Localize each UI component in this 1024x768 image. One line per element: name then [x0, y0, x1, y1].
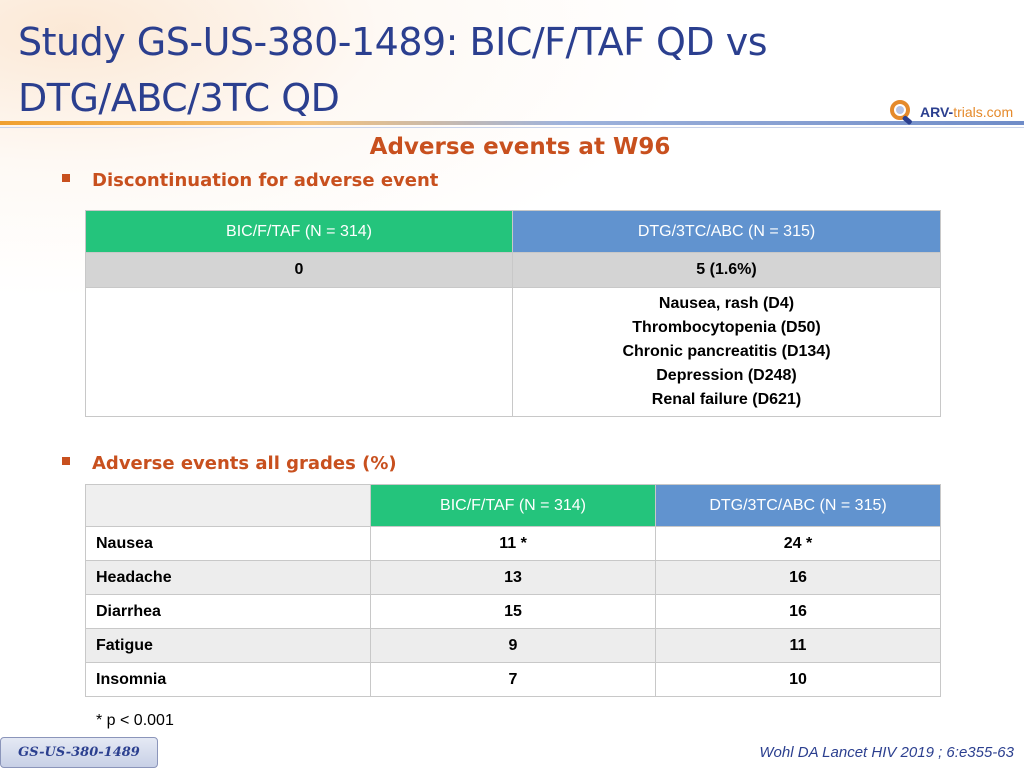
bullet-adverse-events-label: Adverse events all grades (%): [92, 453, 397, 474]
event-item: Chronic pancreatitis (D134): [622, 343, 831, 360]
event-item: Renal failure (D621): [651, 391, 802, 408]
title-line-1: Study GS-US-380-1489: BIC/F/TAF QD vs: [18, 20, 768, 64]
logo-text-part3: .com: [982, 104, 1014, 120]
row-value-bic: 15: [370, 594, 656, 629]
header-divider-thin: [0, 127, 1024, 128]
magnifier-logo-icon: [890, 100, 912, 125]
table-row: Fatigue 9 11: [85, 628, 941, 663]
table2-header-dtg: DTG/3TC/ABC (N = 315): [655, 484, 941, 527]
row-value-bic: 13: [370, 560, 656, 595]
table-row: Headache 13 16: [85, 560, 941, 595]
event-item: Depression (D248): [656, 367, 797, 384]
discontinuation-table: BIC/F/TAF (N = 314) DTG/3TC/ABC (N = 315…: [85, 210, 941, 417]
logo-text: ARV-trials.com: [920, 104, 1013, 120]
table1-events-dtg: Nausea, rash (D4) Thrombocytopenia (D50)…: [512, 287, 941, 417]
footnote: * p < 0.001: [96, 712, 174, 729]
reference-citation: Wohl DA Lancet HIV 2019 ; 6:e355-63: [759, 744, 1014, 761]
table1-count-dtg: 5 (1.6%): [512, 252, 941, 288]
adverse-events-table: BIC/F/TAF (N = 314) DTG/3TC/ABC (N = 315…: [85, 484, 941, 697]
table1-count-bic: 0: [85, 252, 513, 288]
row-label: Fatigue: [85, 628, 371, 663]
row-label: Headache: [85, 560, 371, 595]
logo-text-part1: ARV-: [920, 104, 954, 120]
bullet-discontinuation: Discontinuation for adverse event: [62, 170, 438, 191]
table1-header-dtg: DTG/3TC/ABC (N = 315): [512, 210, 941, 253]
bullet-adverse-events: Adverse events all grades (%): [62, 453, 397, 474]
arv-trials-logo: ARV-trials.com: [888, 97, 1016, 127]
title-line-2: DTG/ABC/3TC QD: [18, 76, 340, 120]
header-divider: [0, 121, 1024, 125]
row-value-dtg: 11: [655, 628, 941, 663]
table1-header-bic: BIC/F/TAF (N = 314): [85, 210, 513, 253]
table2-header-bic: BIC/F/TAF (N = 314): [370, 484, 656, 527]
bullet-discontinuation-label: Discontinuation for adverse event: [92, 170, 439, 191]
row-label: Nausea: [85, 526, 371, 561]
row-value-dtg: 10: [655, 662, 941, 697]
row-label: Diarrhea: [85, 594, 371, 629]
row-value-bic: 7: [370, 662, 656, 697]
table1-events-bic: [85, 287, 513, 417]
page-title: Study GS-US-380-1489: BIC/F/TAF QD vs DT…: [18, 14, 878, 126]
row-value-dtg: 24 *: [655, 526, 941, 561]
row-label: Insomnia: [85, 662, 371, 697]
row-value-bic: 11 *: [370, 526, 656, 561]
bullet-square-icon: [62, 174, 70, 182]
logo-text-part2: trials: [953, 104, 983, 120]
table-row: Diarrhea 15 16: [85, 594, 941, 629]
event-item: Nausea, rash (D4): [658, 295, 795, 312]
bullet-square-icon: [62, 457, 70, 465]
table-row: Nausea 11 * 24 *: [85, 526, 941, 561]
row-value-bic: 9: [370, 628, 656, 663]
event-item: Thrombocytopenia (D50): [632, 319, 821, 336]
study-tag: GS-US-380-1489: [0, 737, 158, 768]
table2-header-blank: [85, 484, 371, 527]
row-value-dtg: 16: [655, 594, 941, 629]
slide-subtitle: Adverse events at W96: [369, 134, 671, 160]
row-value-dtg: 16: [655, 560, 941, 595]
table-row: Insomnia 7 10: [85, 662, 941, 697]
